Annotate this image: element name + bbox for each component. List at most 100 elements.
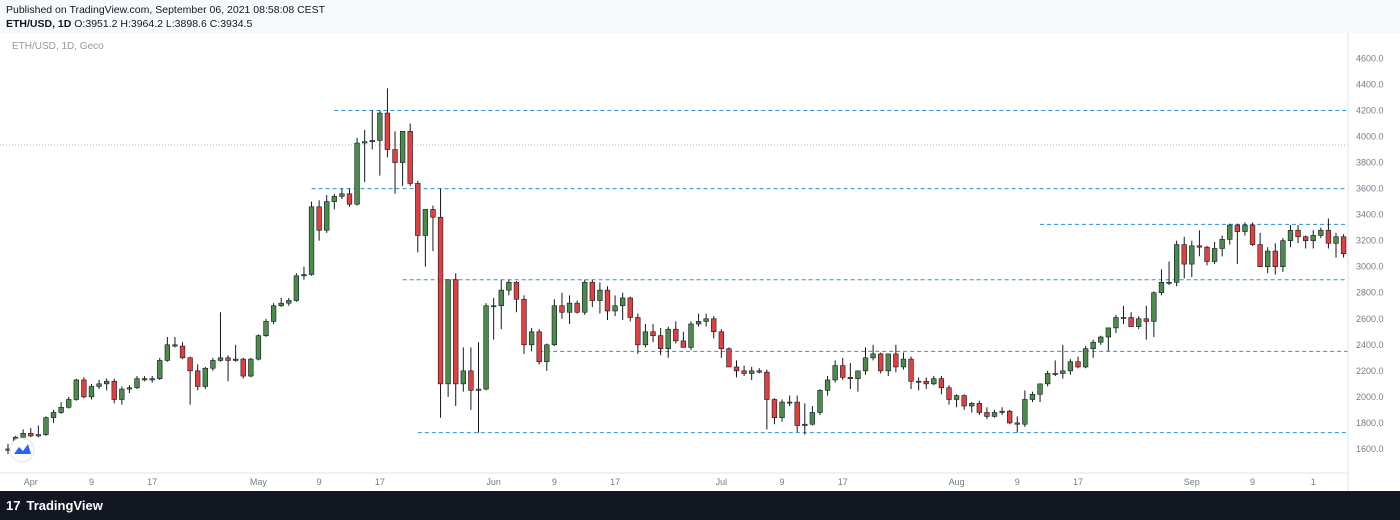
time-tick: 17 — [147, 477, 157, 487]
candle-up — [1189, 240, 1195, 278]
candle-body — [81, 379, 87, 398]
candle-down — [961, 394, 967, 410]
candle-up — [50, 409, 57, 423]
candle-down — [840, 357, 846, 380]
candle-up — [1037, 383, 1043, 403]
time-tick: 17 — [838, 477, 848, 487]
candle-up — [703, 313, 709, 327]
candle-body — [50, 412, 57, 419]
candle-body — [316, 206, 322, 231]
candle-body — [225, 357, 231, 361]
candle-down — [726, 347, 732, 368]
candle-body — [1037, 383, 1043, 395]
candle-up — [460, 347, 466, 392]
candle-body — [900, 358, 907, 368]
candle-body — [475, 388, 482, 391]
candle-body — [733, 366, 740, 372]
candle-body — [756, 370, 762, 373]
tradingview-logo[interactable]: 17 TradingView — [6, 498, 103, 513]
candle-up — [1113, 314, 1119, 334]
candle-body — [20, 433, 26, 438]
candle-up — [119, 386, 125, 405]
candle-body — [961, 395, 967, 407]
candle-body — [620, 297, 626, 307]
time-tick: Aug — [949, 477, 965, 487]
candle-up — [270, 303, 277, 324]
candle-down — [923, 377, 929, 390]
candle-body — [1234, 224, 1241, 232]
chart-area[interactable]: 4200.03600.03325.02900.02350.01725.03934… — [0, 33, 1400, 491]
candle-body — [1227, 224, 1233, 240]
candle-body — [263, 321, 269, 336]
candle-down — [407, 123, 413, 186]
candle-down — [878, 352, 884, 374]
candle-body — [1113, 317, 1119, 329]
candle-up — [749, 366, 755, 380]
price-tick: 4600.0 — [1356, 53, 1384, 63]
candle-down — [771, 398, 778, 425]
horizontal-levels: 4200.03600.03325.02900.02350.01725.03934… — [0, 103, 1397, 440]
candle-body — [1249, 224, 1256, 245]
candle-up — [301, 266, 307, 280]
candle-down — [847, 363, 853, 390]
candle-body — [1340, 236, 1347, 254]
candle-body — [673, 328, 679, 342]
candle-body — [1075, 361, 1081, 368]
candle-body — [786, 401, 793, 404]
candle-down — [392, 131, 398, 194]
candle-body — [141, 378, 148, 381]
candle-up — [369, 110, 375, 150]
candle-body — [1158, 282, 1165, 294]
candle-up — [248, 357, 254, 378]
candle-up — [331, 193, 337, 210]
candle-body — [870, 353, 876, 359]
candle-up — [1098, 335, 1104, 345]
candle-down — [415, 180, 421, 253]
candle-body — [392, 149, 398, 163]
candle-up — [1333, 232, 1339, 258]
candle-body — [217, 357, 224, 361]
candle-body — [862, 357, 869, 372]
candle-up — [544, 343, 550, 371]
candle-body — [513, 282, 520, 300]
candle-body — [1060, 370, 1066, 374]
candle-up — [582, 279, 588, 315]
candle-body — [445, 279, 451, 385]
candle-body — [1136, 318, 1142, 327]
candle-body — [119, 388, 125, 400]
candle-up — [786, 395, 793, 406]
candle-body — [88, 386, 95, 398]
candle-body — [491, 305, 497, 308]
candle-down — [28, 428, 34, 438]
brand-name: TradingView — [26, 498, 103, 513]
candle-down — [733, 360, 740, 378]
candle-up — [824, 376, 831, 396]
candle-down — [764, 369, 770, 430]
candle-up — [862, 347, 869, 375]
candle-body — [103, 380, 110, 385]
candle-body — [369, 140, 375, 143]
candle-up — [1173, 240, 1180, 287]
candle-up — [900, 352, 907, 370]
candle-body — [354, 142, 360, 205]
candle-body — [749, 370, 755, 374]
time-tick: Jun — [486, 477, 501, 487]
chart-legend: ETH/USD, 1D, Geco — [12, 41, 104, 52]
candle-down — [1143, 305, 1149, 340]
candle-body — [847, 377, 853, 379]
candle-up — [1219, 235, 1225, 257]
candle-body — [953, 395, 960, 400]
candle-down — [604, 286, 611, 321]
candle-up — [506, 279, 512, 296]
candle-up — [642, 323, 649, 348]
candle-up — [969, 402, 975, 413]
candle-body — [612, 305, 618, 312]
candle-body — [293, 275, 300, 301]
candle-up — [1151, 291, 1157, 337]
candlestick-chart[interactable]: 4200.03600.03325.02900.02350.01725.03934… — [0, 33, 1400, 491]
candle-up — [293, 273, 300, 302]
candle-up — [999, 407, 1005, 416]
candle-up — [1265, 247, 1271, 274]
candle-down — [1196, 230, 1203, 257]
tv-badge-glyph — [14, 444, 31, 454]
